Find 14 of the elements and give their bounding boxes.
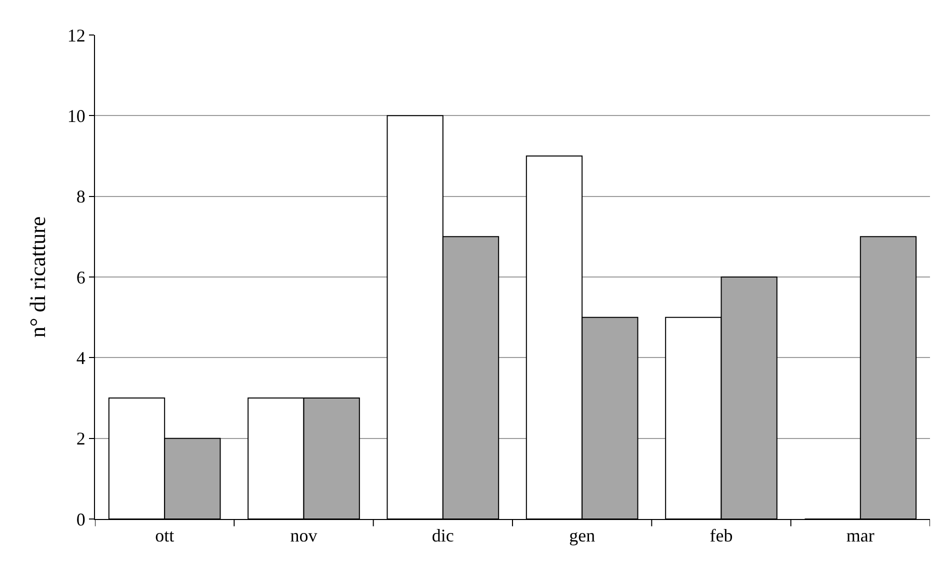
y-tick-label: 10 — [67, 106, 86, 126]
x-tick-label: ott — [155, 526, 174, 546]
y-tick-label: 0 — [76, 509, 86, 530]
y-tick-label: 4 — [76, 348, 86, 368]
y-tick-label: 2 — [76, 428, 86, 449]
x-tick-label: dic — [432, 526, 454, 546]
y-axis-title: n° di ricatture — [25, 216, 50, 338]
x-tick-label: mar — [846, 526, 874, 546]
x-tick-label: nov — [290, 526, 318, 546]
y-tick-label: 8 — [76, 186, 86, 207]
x-tick-label: feb — [710, 526, 733, 546]
y-tick-label: 12 — [67, 25, 86, 46]
y-tick-label: 6 — [76, 267, 86, 288]
x-tick-label: gen — [569, 526, 596, 546]
